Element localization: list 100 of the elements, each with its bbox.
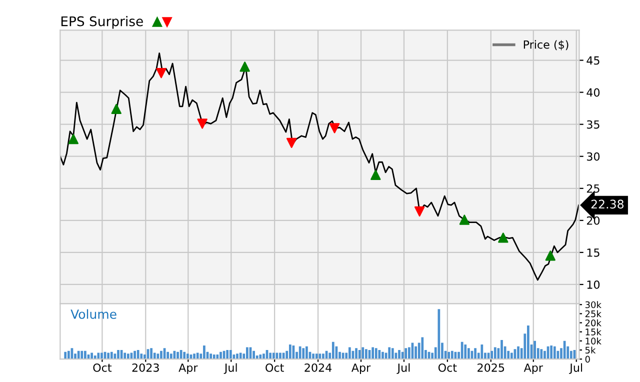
chart-title: EPS Surprise — [61, 16, 143, 29]
point — [240, 62, 250, 72]
bar — [186, 354, 189, 360]
bar — [322, 354, 324, 360]
point — [156, 68, 166, 78]
x-tick-label: Apr — [178, 364, 198, 374]
bar — [302, 348, 305, 360]
bar — [90, 352, 93, 360]
bar — [239, 352, 242, 360]
bar — [448, 352, 450, 360]
x-tick-label: 2025 — [478, 363, 504, 372]
point — [197, 118, 208, 129]
bar — [365, 349, 368, 360]
x-tick-label: Oct — [266, 363, 284, 372]
y-tick-label: 30k — [585, 301, 602, 308]
y-tick-label: 45 — [586, 56, 600, 65]
bar — [527, 325, 530, 360]
chart-title: Volume — [70, 309, 116, 319]
bar — [355, 348, 358, 360]
y-tick-label: 40 — [586, 88, 600, 97]
bar — [312, 354, 314, 360]
y-tick-label: 15 — [587, 248, 600, 257]
x-tick-label: 2023 — [132, 363, 159, 372]
bar — [124, 352, 126, 360]
bar — [358, 350, 361, 360]
bar — [517, 346, 520, 360]
y-tick-label: 20 — [586, 216, 600, 225]
bar — [110, 352, 113, 360]
point — [329, 123, 340, 134]
point — [414, 206, 425, 217]
bar — [474, 348, 476, 360]
bar — [220, 352, 222, 360]
bar — [332, 342, 334, 360]
bar — [279, 352, 282, 360]
bar — [374, 348, 378, 360]
y-tick-label: 15k — [586, 328, 602, 336]
bar — [550, 345, 553, 360]
bar — [246, 347, 248, 360]
bar — [210, 354, 212, 360]
bar — [193, 354, 196, 360]
bar — [510, 352, 513, 360]
y-tick-label: 25 — [586, 184, 600, 193]
y-tick-label: 5k — [585, 346, 596, 354]
bar — [382, 352, 384, 360]
bar — [226, 350, 229, 360]
point — [68, 134, 78, 144]
bar — [272, 352, 275, 360]
bar — [507, 350, 510, 360]
bar — [126, 354, 130, 360]
bar — [107, 352, 110, 360]
bar — [150, 348, 152, 360]
bar — [67, 350, 70, 360]
text: Price ($) — [524, 40, 568, 50]
bar — [134, 350, 136, 360]
bar — [288, 344, 292, 360]
bar — [170, 354, 172, 360]
bar — [100, 352, 103, 360]
bar — [464, 344, 467, 360]
bar — [306, 346, 308, 360]
bar — [196, 352, 199, 360]
bar — [97, 352, 100, 360]
bar — [450, 350, 454, 360]
x-tick-label: Jul — [396, 363, 410, 374]
bar — [64, 352, 67, 360]
point — [370, 170, 381, 180]
bar — [229, 350, 232, 360]
bar — [378, 350, 381, 360]
bar — [391, 348, 394, 360]
bar — [388, 347, 391, 360]
y-tick-label: 30 — [586, 152, 600, 161]
x-tick-label: Apr — [524, 364, 543, 374]
y-tick-label: 10k — [586, 337, 602, 344]
bar — [298, 346, 302, 360]
bar — [77, 350, 80, 360]
point — [111, 104, 122, 114]
x-tick-label: Jul — [569, 363, 582, 374]
y-tick-label: 20k — [585, 319, 602, 326]
annotation: 22.38 — [591, 200, 624, 209]
y-tick-label: 35 — [586, 120, 600, 129]
bar — [534, 340, 536, 360]
point — [545, 250, 556, 261]
x-tick-label: Oct — [93, 363, 112, 372]
bar — [362, 347, 364, 360]
bar — [84, 350, 86, 360]
bar — [398, 350, 400, 360]
point — [498, 232, 508, 243]
bar — [553, 346, 556, 360]
bar — [166, 352, 170, 360]
point — [286, 138, 297, 148]
bar — [80, 350, 84, 360]
point — [459, 214, 470, 225]
bar — [117, 350, 120, 360]
bar — [140, 354, 143, 360]
bar — [421, 337, 424, 360]
bar — [460, 342, 464, 360]
y-tick-label: 0 — [585, 356, 590, 363]
x-tick-label: Apr — [351, 364, 371, 374]
bar — [203, 345, 206, 360]
bar — [216, 354, 219, 360]
y-tick-label: 25k — [585, 310, 602, 318]
